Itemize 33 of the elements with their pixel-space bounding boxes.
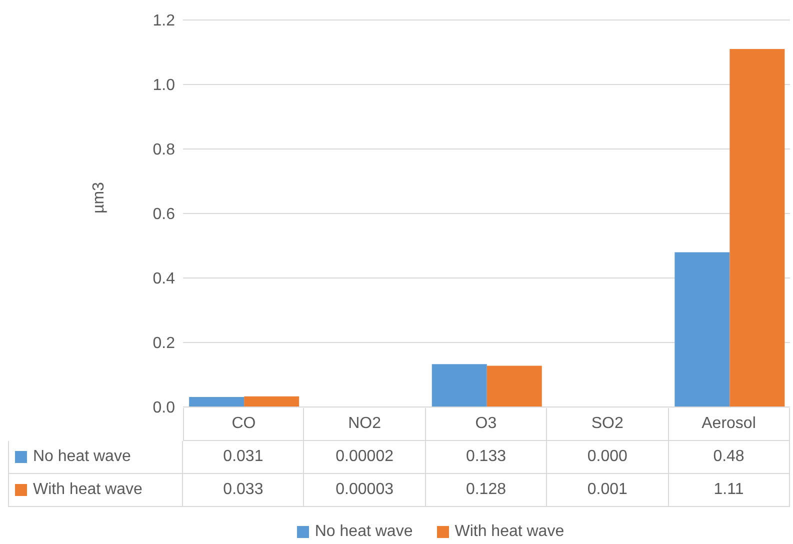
- text: No heat wave: [314, 523, 413, 540]
- bar: [674, 252, 730, 407]
- data-label: 1.11: [668, 474, 790, 507]
- y-tick-label: 0.0: [152, 400, 176, 417]
- x-tick-label: CO: [183, 408, 304, 441]
- bar: [244, 396, 300, 407]
- data-label: 0.48: [668, 441, 790, 474]
- legend-label: With heat wave: [454, 523, 564, 541]
- data-label: 0.00003: [304, 474, 426, 507]
- y-tick-label: 0.2: [152, 335, 176, 352]
- y-tick-label: 1.0: [152, 77, 176, 94]
- bar: [730, 49, 785, 407]
- y-tick-label: 0.8: [152, 142, 176, 159]
- x-tick-label: Aerosol: [668, 408, 790, 441]
- data-label: 0.128: [426, 474, 548, 507]
- x-tick-label: SO2: [547, 408, 669, 441]
- data-label: 0.000: [547, 441, 669, 474]
- data-label: 0.133: [426, 441, 548, 474]
- y-tick-label: 1.2: [152, 12, 176, 30]
- bar: [189, 397, 244, 407]
- y-axis-title: µm3: [90, 182, 108, 214]
- data-label: 0.031: [183, 441, 304, 474]
- data-label: 0.00002: [304, 441, 426, 474]
- x-tick-label: NO2: [304, 408, 426, 441]
- bar: [486, 366, 542, 407]
- data-label: 0.033: [183, 474, 304, 507]
- y-tick-label: 0.4: [152, 270, 176, 288]
- text: With heat wave: [33, 481, 142, 498]
- bar: [432, 364, 487, 407]
- y-tick-label: 0.6: [152, 206, 176, 224]
- legend-label: No heat wave: [33, 447, 131, 467]
- x-tick-label: O3: [426, 408, 548, 441]
- data-label: 0.001: [547, 474, 669, 507]
